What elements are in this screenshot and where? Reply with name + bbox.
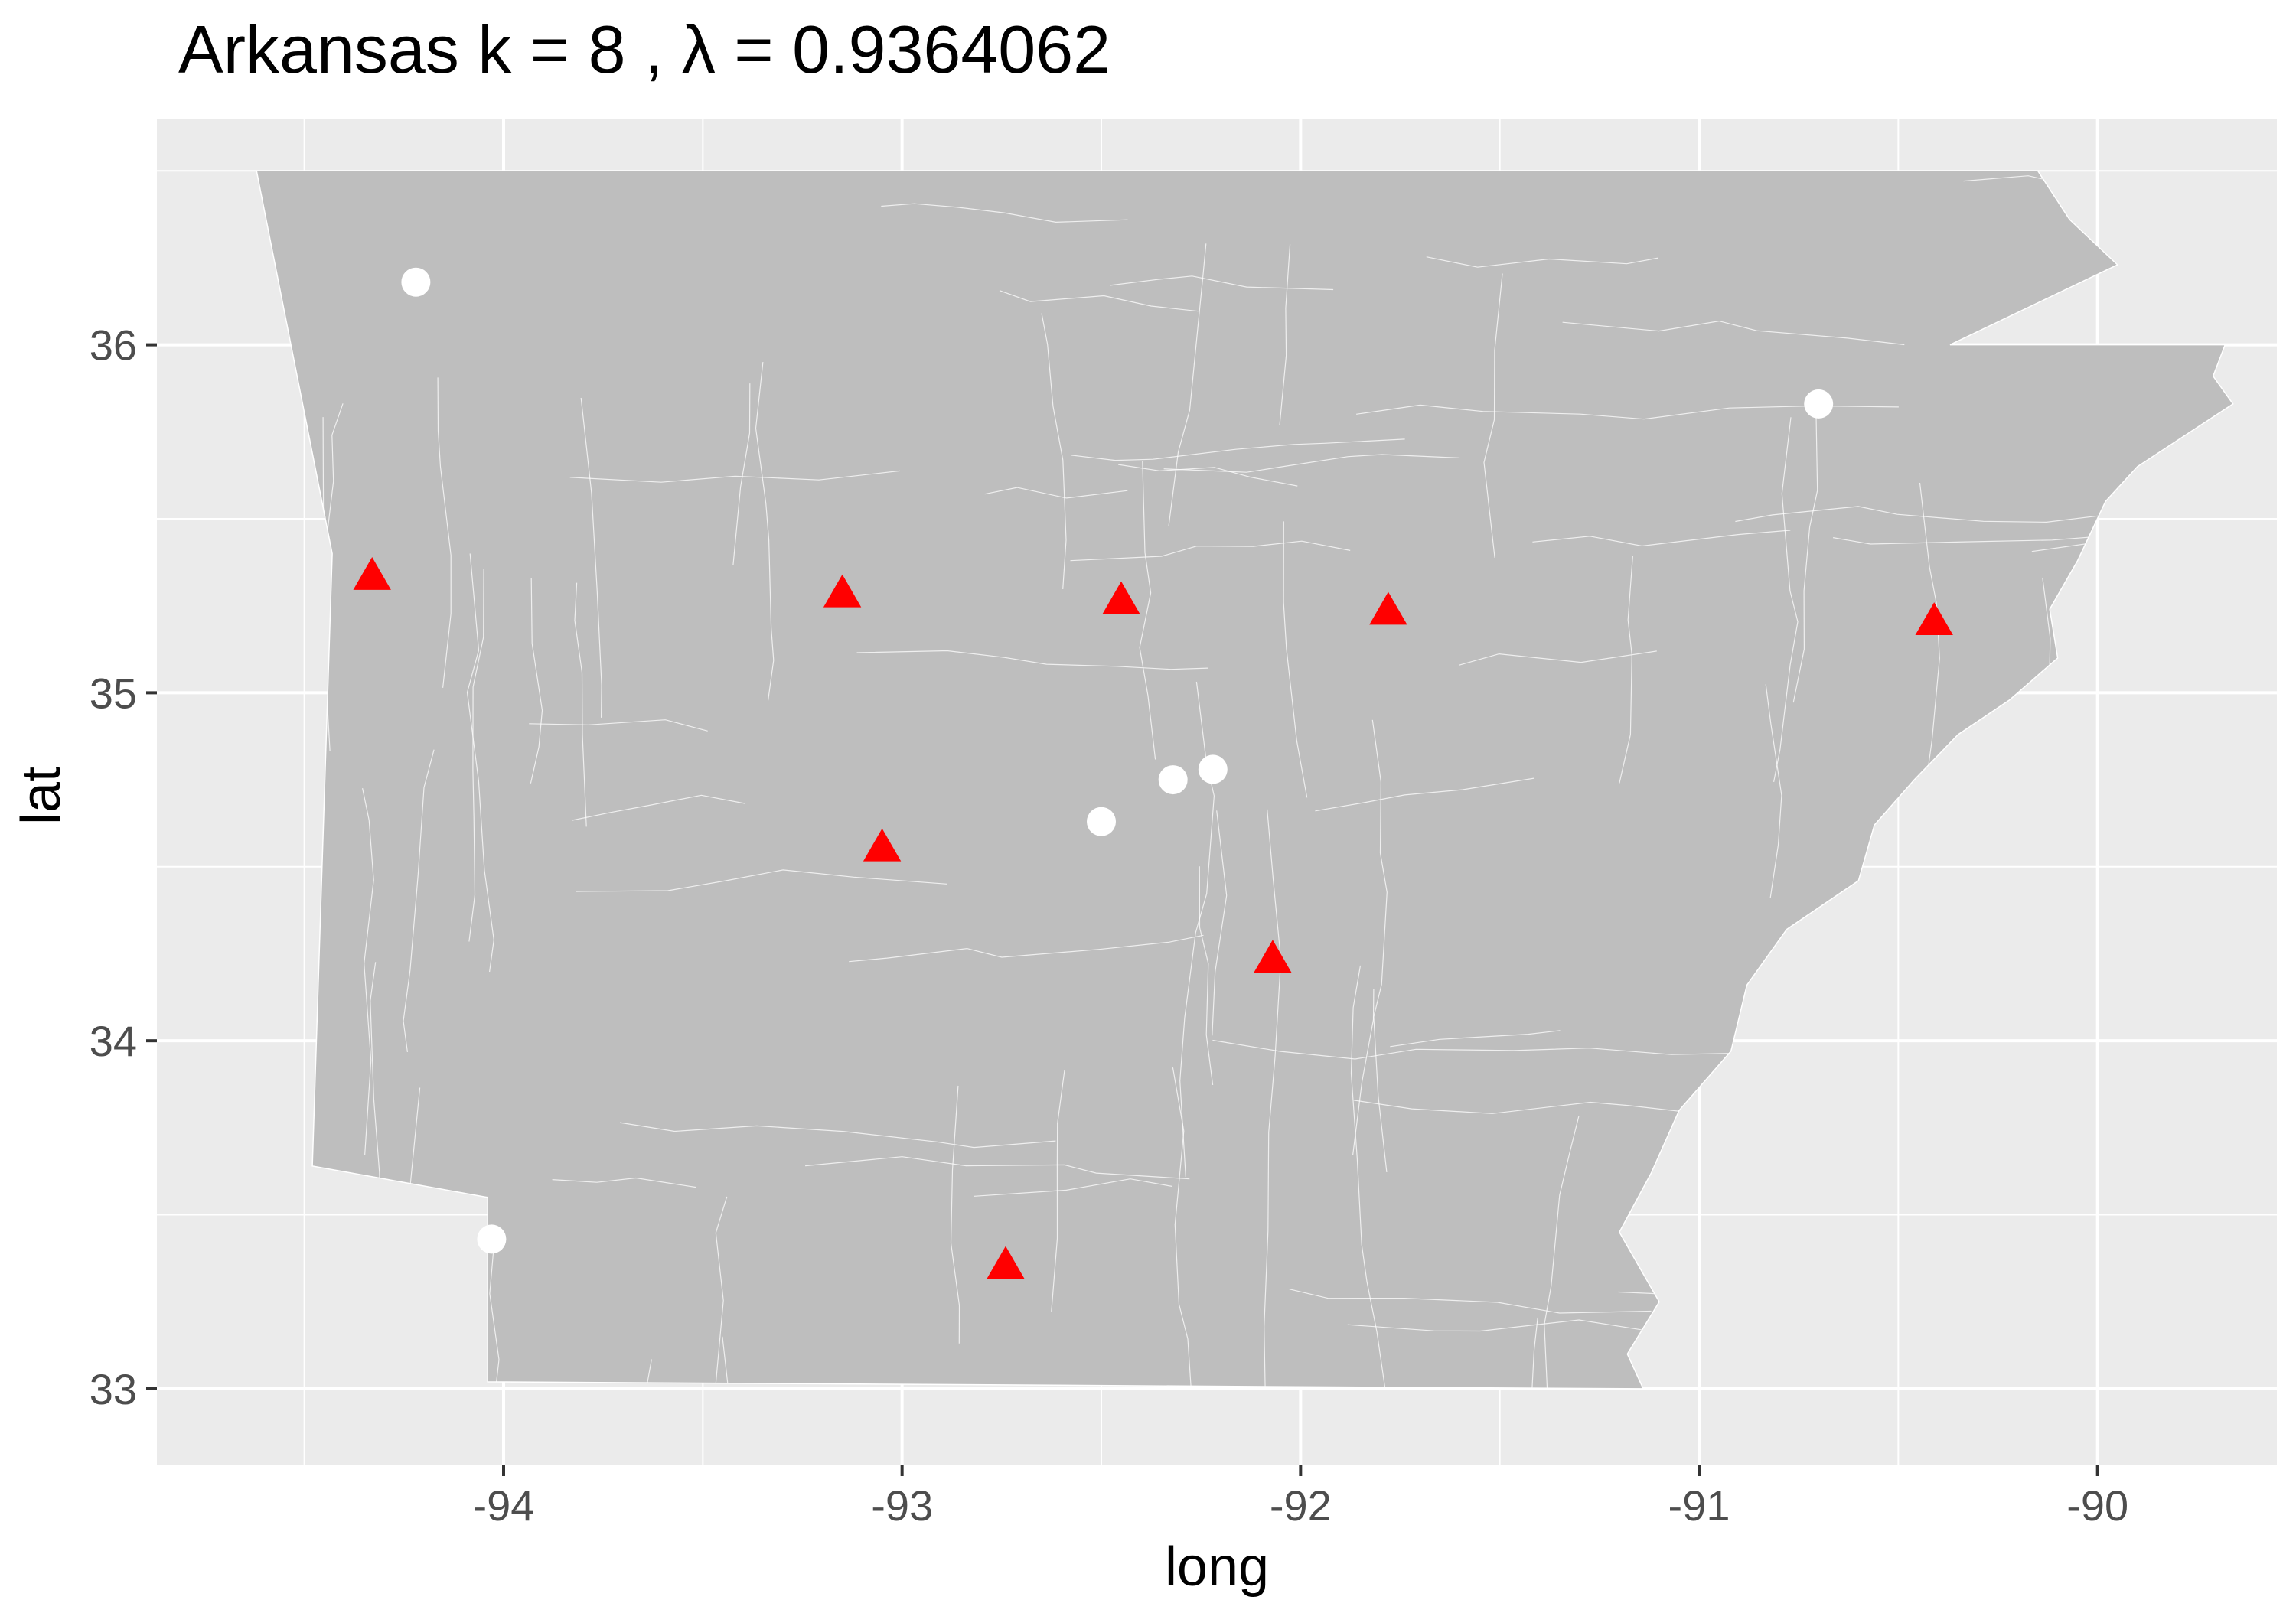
county-boundary-line [574,582,587,827]
county-boundary-line [1371,719,1388,1172]
x-axis: -94 -93 -92 -91 -90 [473,1465,2128,1530]
county-boundary-line [362,787,374,1155]
county-boundary-line [487,1249,500,1389]
county-boundary-line [1289,1289,1652,1314]
county-boundary-line [999,290,1199,312]
x-tick-label: -92 [1270,1481,1332,1530]
county-boundary-line [805,1156,1190,1180]
marker-layer [353,267,1953,1279]
triangle-marker [1369,591,1407,625]
circle-marker [1087,806,1116,836]
county-boundary-line [1172,1067,1194,1389]
county-boundary-line [1212,810,1228,1036]
county-boundary-line [1544,1116,1580,1389]
county-boundary-line [1199,866,1214,1085]
county-boundary-line [1773,417,1799,783]
county-boundary-line [529,719,708,732]
county-boundary-line [1483,273,1503,558]
triangle-marker [1915,602,1953,635]
county-boundary-line [403,749,435,1052]
county-boundary-line [1562,320,1905,346]
triangle-marker [987,1246,1025,1279]
county-boundary-line [466,553,494,973]
triangle-marker [1102,581,1140,614]
circle-marker [1198,754,1228,784]
x-tick-label: -93 [871,1481,933,1530]
county-boundary-line [1110,275,1334,291]
county-boundary-line [1118,464,1298,487]
y-tick-label: 34 [90,1017,137,1065]
y-axis: 33 34 35 36 [90,321,157,1413]
county-boundary-line [1051,1070,1065,1312]
county-boundary-line [1315,777,1534,812]
county-boundary-line [572,794,745,821]
y-axis-title: lat [11,767,72,825]
county-boundary-line [1518,1317,1538,1389]
county-boundary-line [1163,454,1460,473]
triangle-marker [823,574,862,608]
county-boundary-line [580,397,602,718]
x-tick-label: -91 [1668,1481,1730,1530]
county-boundary-line [755,362,775,701]
county-boundary-line [1350,965,1388,1389]
x-tick-label: -90 [2066,1481,2128,1530]
county-boundary-line [1352,989,1375,1155]
arkansas-state-shape [256,170,2234,1390]
county-boundary-line [1279,244,1291,425]
triangle-marker [863,828,902,862]
county-boundary-line [849,934,1204,963]
triangle-marker [1254,940,1292,973]
county-boundary-line [1792,398,1818,703]
county-boundary-line [1532,530,1791,547]
county-boundary-line [1264,809,1282,1389]
county-boundary-line [1765,684,1782,898]
county-boundary-line [1168,243,1207,526]
county-boundary-line [984,487,1128,499]
county-boundary-line [1070,438,1405,461]
y-tick-label: 36 [90,321,137,370]
county-boundary-line [881,203,1128,223]
county-boundary-line [974,1178,1173,1197]
county-boundary-line [552,1177,696,1188]
county-boundary-line [715,1196,728,1389]
county-boundary-line [950,1085,960,1344]
county-boundary-line [569,470,900,483]
circle-marker [401,267,431,297]
county-boundary-line [1041,313,1067,589]
county-boundary-line [576,869,947,892]
county-boundary-line [1390,1030,1561,1048]
county-boundary-line [530,578,543,784]
county-boundary-line [468,569,484,942]
plot-title: Arkansas k = 8 , λ = 0.9364062 [178,11,1110,87]
circle-marker [1158,765,1188,795]
county-boundary-line [732,383,751,565]
county-boundary-line [1139,461,1156,760]
county-boundary-line [1459,650,1657,666]
county-boundary-line [1212,1039,1737,1060]
x-tick-label: -94 [473,1481,535,1530]
county-boundary-line [1283,521,1308,798]
circle-marker [477,1224,507,1254]
county-boundary-line [437,377,452,688]
y-tick-label: 33 [90,1365,137,1413]
triangle-marker [353,557,391,590]
county-boundary-line [856,650,1208,670]
x-axis-title: long [1165,1536,1269,1598]
circle-marker [1804,389,1834,419]
county-boundary-line [1070,540,1351,562]
county-boundary-line [1426,256,1658,268]
county-boundary-line [619,1122,1056,1149]
y-tick-label: 35 [90,669,137,717]
county-boundary-line [1619,555,1633,784]
county-boundary-line [1356,404,1899,420]
